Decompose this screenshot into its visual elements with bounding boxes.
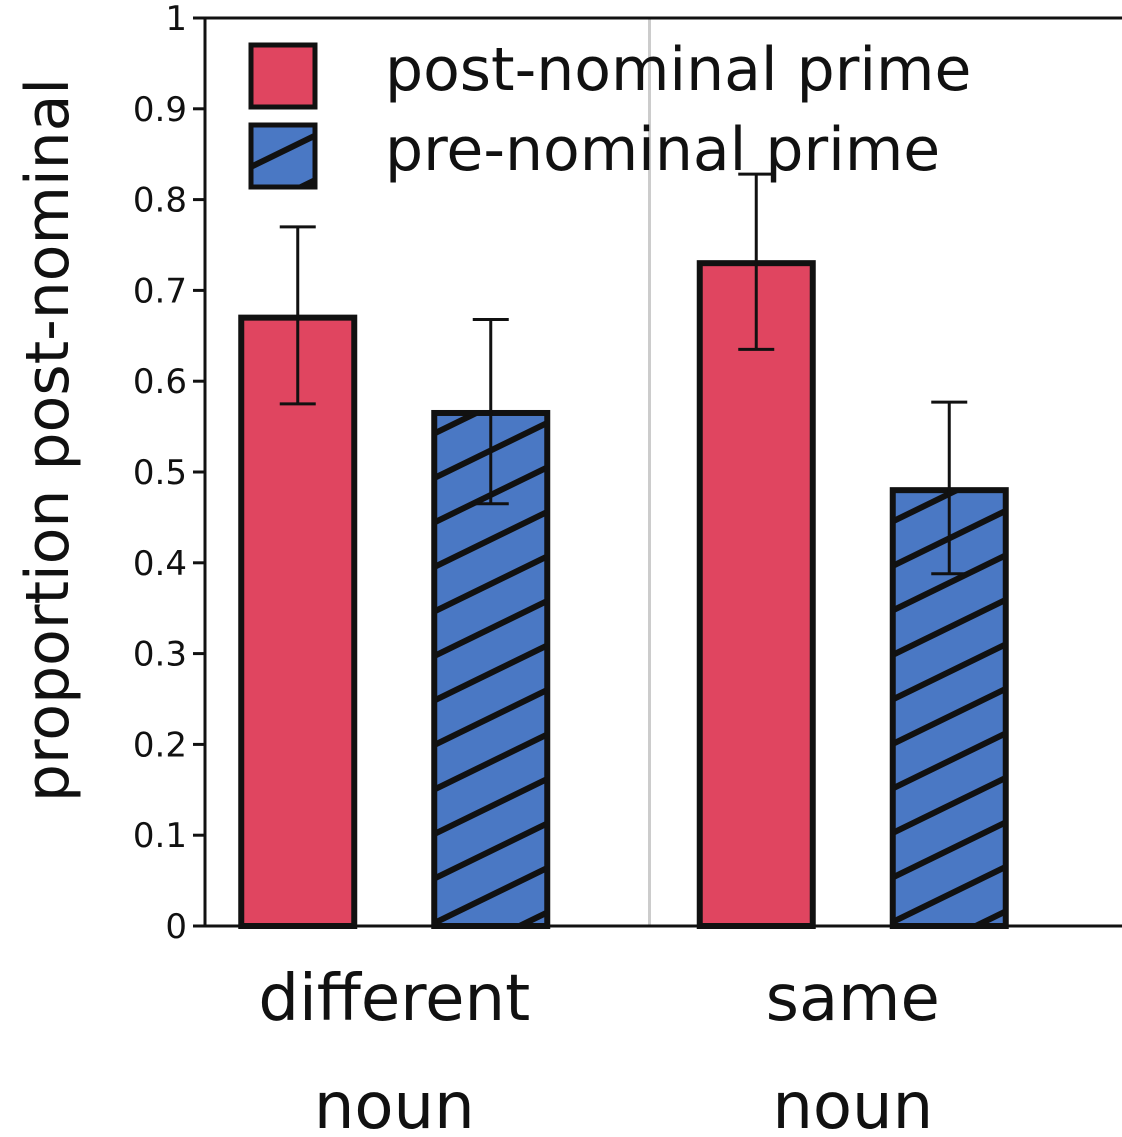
y-tick-label: 0.8 bbox=[133, 181, 187, 221]
y-tick-label: 0.6 bbox=[133, 362, 187, 402]
y-tick-label: 0.2 bbox=[133, 725, 187, 765]
legend-swatch-outline bbox=[248, 122, 318, 190]
category-label: noun bbox=[772, 1070, 933, 1137]
y-tick-label: 0.7 bbox=[133, 271, 187, 311]
bar bbox=[699, 263, 813, 926]
legend-label: post-nominal prime bbox=[385, 35, 971, 105]
legend-label: pre-nominal prime bbox=[385, 115, 940, 185]
category-labels: different noun same noun bbox=[258, 962, 940, 1137]
y-tick-label: 0.4 bbox=[133, 544, 187, 584]
y-tick-label: 0 bbox=[165, 907, 187, 947]
category-label: same bbox=[766, 962, 940, 1036]
y-tick-label: 1 bbox=[165, 0, 187, 39]
bars-group bbox=[238, 260, 1009, 930]
legend-swatch-outline bbox=[248, 42, 318, 110]
bar bbox=[241, 317, 355, 926]
category-label: different bbox=[258, 962, 530, 1036]
y-axis-ticks: 0 0.1 0.2 0.3 0.4 0.5 0.6 0.7 0.8 0.9 1 bbox=[133, 0, 205, 947]
axes-frame bbox=[203, 16, 1122, 928]
error-bars-group bbox=[279, 172, 968, 576]
y-tick-label: 0.5 bbox=[133, 453, 187, 493]
y-tick-label: 0.1 bbox=[133, 816, 187, 856]
category-label: noun bbox=[314, 1070, 475, 1137]
legend-swatch bbox=[251, 45, 315, 107]
y-tick-label: 0.3 bbox=[133, 635, 187, 675]
y-axis-label: proportion post-nominal bbox=[13, 78, 83, 802]
legend: post-nominal prime pre-nominal prime bbox=[248, 35, 971, 190]
y-tick-label: 0.9 bbox=[133, 90, 187, 130]
legend-swatch-hatch bbox=[251, 125, 315, 187]
